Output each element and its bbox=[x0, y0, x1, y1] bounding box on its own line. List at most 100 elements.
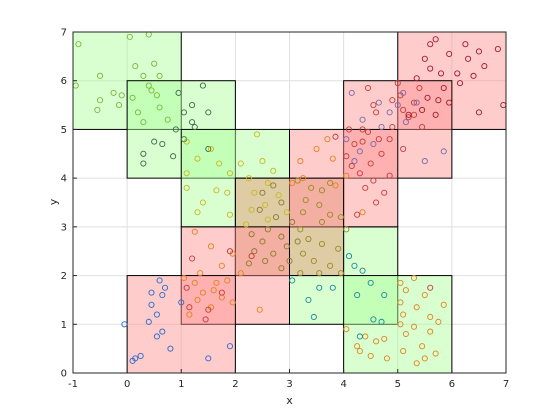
data-point bbox=[316, 284, 323, 291]
data-point bbox=[248, 231, 255, 238]
data-point bbox=[373, 199, 380, 206]
data-point bbox=[191, 228, 198, 235]
data-point bbox=[264, 226, 271, 233]
data-point bbox=[121, 321, 128, 328]
data-point bbox=[207, 145, 215, 152]
data-point bbox=[397, 299, 404, 306]
data-point bbox=[343, 326, 350, 333]
data-point bbox=[343, 226, 350, 233]
data-point bbox=[172, 126, 179, 133]
data-point bbox=[202, 316, 209, 323]
data-point bbox=[359, 209, 366, 216]
data-point bbox=[97, 72, 104, 79]
data-point bbox=[161, 284, 169, 291]
data-point bbox=[289, 218, 296, 226]
data-point bbox=[197, 270, 204, 277]
data-point bbox=[397, 321, 404, 328]
data-point bbox=[421, 158, 428, 165]
data-point bbox=[189, 255, 196, 262]
data-point bbox=[383, 355, 390, 362]
data-point bbox=[226, 343, 234, 350]
data-point bbox=[329, 284, 336, 291]
data-point bbox=[186, 304, 193, 311]
data-point bbox=[226, 248, 234, 255]
data-point bbox=[226, 211, 234, 218]
data-point bbox=[294, 238, 301, 245]
data-point bbox=[462, 41, 469, 48]
data-point bbox=[440, 301, 447, 308]
data-point bbox=[289, 277, 296, 284]
data-point bbox=[305, 235, 312, 243]
data-point bbox=[378, 318, 385, 325]
data-point bbox=[297, 226, 304, 233]
data-point bbox=[373, 338, 380, 345]
data-point bbox=[343, 153, 350, 160]
data-point bbox=[180, 109, 188, 116]
data-point bbox=[348, 162, 355, 170]
data-point bbox=[367, 352, 374, 360]
data-point bbox=[259, 158, 266, 165]
data-point bbox=[413, 304, 420, 311]
data-point bbox=[446, 50, 453, 57]
data-point bbox=[402, 287, 409, 294]
data-point bbox=[156, 72, 163, 79]
data-point bbox=[454, 70, 461, 77]
data-point bbox=[394, 102, 401, 109]
data-point bbox=[270, 250, 277, 257]
data-point bbox=[410, 274, 418, 282]
data-point bbox=[145, 318, 152, 325]
data-point bbox=[351, 140, 358, 148]
data-point bbox=[378, 150, 385, 157]
data-point bbox=[318, 187, 326, 194]
y-tick-label: 0 bbox=[61, 369, 67, 380]
data-point bbox=[332, 133, 339, 140]
data-point bbox=[305, 296, 312, 303]
data-point bbox=[148, 289, 155, 296]
data-point bbox=[259, 238, 266, 245]
data-point bbox=[210, 287, 217, 294]
data-point bbox=[299, 250, 307, 257]
data-point bbox=[475, 109, 482, 116]
data-point bbox=[224, 189, 231, 196]
data-point bbox=[199, 289, 206, 296]
data-point bbox=[159, 140, 166, 148]
data-point bbox=[299, 175, 307, 182]
data-point bbox=[151, 60, 158, 67]
data-point bbox=[262, 201, 269, 208]
data-point bbox=[270, 182, 277, 189]
x-tick-label: -1 bbox=[68, 379, 78, 390]
data-point bbox=[456, 80, 464, 87]
data-point bbox=[402, 119, 409, 126]
data-point bbox=[400, 89, 407, 96]
data-point bbox=[367, 279, 374, 286]
data-point bbox=[278, 265, 285, 272]
data-point bbox=[427, 328, 434, 335]
data-point bbox=[294, 177, 301, 184]
data-point bbox=[248, 253, 255, 260]
data-point bbox=[153, 92, 160, 99]
data-point bbox=[153, 333, 160, 340]
data-point bbox=[189, 119, 196, 126]
data-point bbox=[432, 111, 439, 118]
data-point bbox=[354, 343, 361, 350]
data-point bbox=[435, 318, 442, 325]
data-point bbox=[156, 277, 163, 284]
data-point bbox=[359, 267, 366, 274]
data-point bbox=[226, 170, 234, 177]
data-point bbox=[115, 102, 123, 109]
y-tick-label: 3 bbox=[61, 222, 67, 233]
data-point bbox=[94, 106, 101, 113]
data-point bbox=[153, 311, 160, 318]
data-point bbox=[435, 97, 442, 104]
data-point bbox=[437, 70, 445, 77]
data-point bbox=[327, 262, 334, 269]
data-point bbox=[194, 296, 201, 303]
data-point bbox=[218, 262, 225, 269]
data-point bbox=[216, 160, 223, 167]
data-point bbox=[264, 216, 271, 223]
data-point bbox=[183, 170, 190, 177]
data-point bbox=[237, 160, 244, 167]
data-point bbox=[356, 170, 363, 177]
data-point bbox=[156, 104, 163, 111]
data-point bbox=[348, 89, 355, 96]
